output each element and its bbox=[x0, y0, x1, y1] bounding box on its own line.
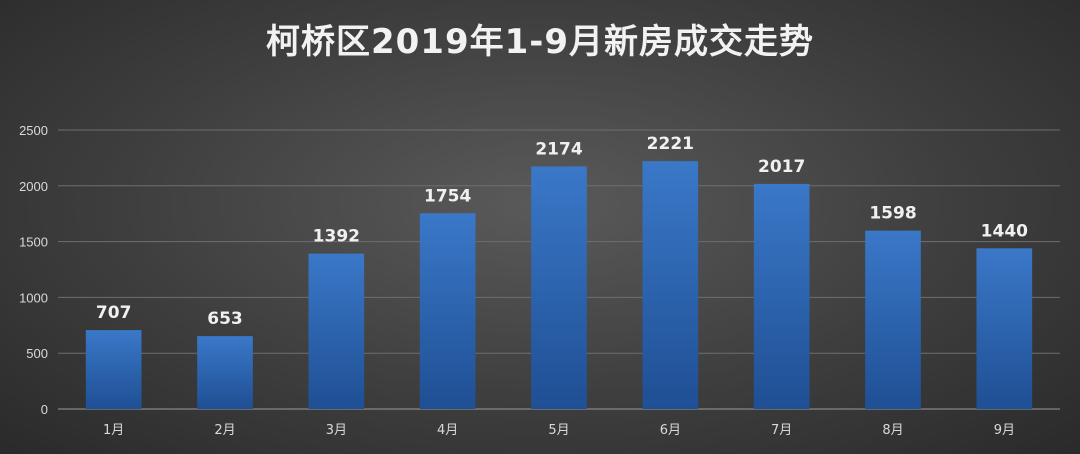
bars bbox=[85, 161, 1033, 409]
x-tick-label: 3月 bbox=[326, 423, 347, 438]
data-label: 1440 bbox=[981, 221, 1028, 241]
data-label: 707 bbox=[96, 303, 132, 323]
data-label: 1598 bbox=[869, 204, 916, 224]
data-label: 2174 bbox=[535, 139, 582, 159]
bar-3 bbox=[308, 253, 365, 409]
data-label: 653 bbox=[207, 309, 243, 329]
bar-5 bbox=[531, 166, 587, 409]
y-tick-label: 0 bbox=[41, 402, 48, 417]
y-tick-label: 1000 bbox=[19, 290, 48, 305]
bar-2 bbox=[197, 336, 253, 409]
x-tick-label: 7月 bbox=[771, 423, 792, 438]
x-tick-label: 4月 bbox=[437, 423, 458, 438]
x-tick-label: 9月 bbox=[994, 423, 1015, 438]
bar-4 bbox=[419, 213, 476, 409]
y-tick-label: 2500 bbox=[19, 123, 48, 138]
bar-8 bbox=[865, 230, 921, 409]
data-label: 1754 bbox=[424, 186, 471, 206]
y-tick-label: 500 bbox=[26, 346, 48, 361]
x-tick-label: 8月 bbox=[882, 423, 903, 438]
x-tick-label: 5月 bbox=[548, 423, 569, 438]
bar-1 bbox=[85, 330, 142, 409]
bar-6 bbox=[642, 161, 699, 409]
y-tick-label: 1500 bbox=[19, 235, 48, 250]
data-labels: 707 653 1392 1754 2174 2221 2017 1598 1440 bbox=[96, 134, 1028, 329]
y-tick-label: 2000 bbox=[19, 179, 48, 194]
chart-title: 柯桥区2019年1-9月新房成交走势 bbox=[265, 22, 815, 62]
x-axis-ticks: 1月 2月 3月 4月 5月 6月 7月 8月 9月 bbox=[103, 423, 1015, 438]
y-axis-ticks: 0 500 1000 1500 2000 2500 bbox=[19, 123, 48, 417]
data-label: 1392 bbox=[313, 227, 360, 247]
data-label: 2017 bbox=[758, 157, 805, 177]
bar-7 bbox=[753, 183, 810, 409]
x-tick-label: 2月 bbox=[214, 423, 235, 438]
x-tick-label: 1月 bbox=[103, 423, 124, 438]
data-label: 2221 bbox=[647, 134, 694, 154]
x-tick-label: 6月 bbox=[660, 423, 681, 438]
bar-9 bbox=[976, 248, 1033, 409]
